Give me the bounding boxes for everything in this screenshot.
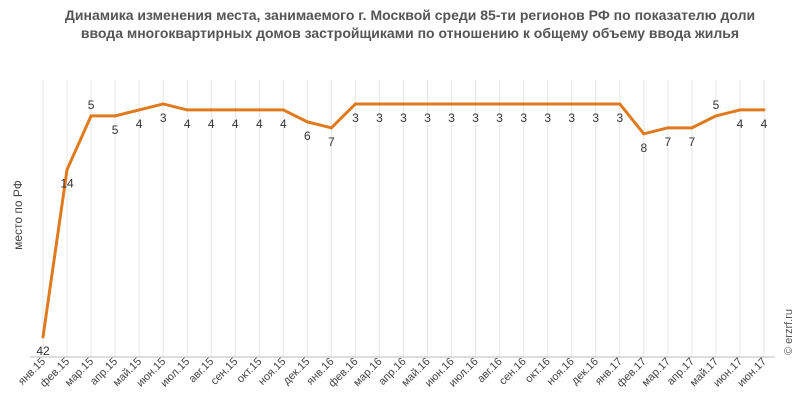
data-point	[209, 108, 213, 112]
data-point	[690, 126, 694, 130]
data-label: 4	[737, 117, 744, 131]
data-label: 3	[448, 111, 455, 125]
data-label: 3	[520, 111, 527, 125]
data-label: 3	[496, 111, 503, 125]
data-point	[426, 102, 430, 106]
data-point	[474, 102, 478, 106]
data-label: 8	[640, 141, 647, 155]
data-label: 4	[184, 117, 191, 131]
data-point	[65, 168, 69, 172]
data-point	[113, 114, 117, 118]
data-point	[377, 102, 381, 106]
chart-title: Динамика изменения места, занимаемого г.…	[64, 7, 756, 41]
data-point	[281, 108, 285, 112]
data-labels: 42 14 5 5 4 3 4 4 4 4 4 6 7 3 3 3 3 3 3 3 3 3 3 3 3 8 7 7 5 4 4	[36, 98, 767, 358]
data-label: 3	[544, 111, 551, 125]
data-label: 4	[232, 117, 239, 131]
data-label: 3	[160, 111, 167, 125]
data-point	[618, 102, 622, 106]
x-tick-labels: янв.15фев.15мар.15апр.15май.15июн.15июл.…	[16, 356, 769, 390]
data-label: 3	[352, 111, 359, 125]
data-label: 4	[208, 117, 215, 131]
data-label: 7	[665, 135, 672, 149]
data-point	[450, 102, 454, 106]
x-tick-label: ноя.15	[256, 356, 288, 388]
data-point	[738, 108, 742, 112]
data-label: 14	[60, 177, 74, 191]
watermark: © erzrf.ru	[783, 309, 795, 355]
data-point	[714, 114, 718, 118]
data-point	[642, 132, 646, 136]
x-tick-label: ноя.16	[545, 356, 577, 388]
data-label: 3	[400, 111, 407, 125]
data-label: 3	[472, 111, 479, 125]
data-point	[498, 102, 502, 106]
y-axis-label: место по РФ	[11, 180, 25, 250]
data-point	[329, 126, 333, 130]
data-point	[594, 102, 598, 106]
data-point	[305, 120, 309, 124]
x-tick-label: сен.16	[497, 356, 529, 388]
data-point	[762, 108, 766, 112]
data-point	[570, 102, 574, 106]
data-label: 4	[256, 117, 263, 131]
data-point	[137, 108, 141, 112]
data-point	[666, 126, 670, 130]
data-point	[233, 108, 237, 112]
data-label: 3	[376, 111, 383, 125]
data-label: 7	[328, 135, 335, 149]
data-label: 6	[304, 129, 311, 143]
data-point	[353, 102, 357, 106]
data-label: 42	[36, 344, 50, 358]
data-point	[185, 108, 189, 112]
data-point	[161, 102, 165, 106]
data-label: 5	[112, 123, 119, 137]
data-label: 5	[713, 98, 720, 112]
x-tick-label: сен.15	[209, 356, 241, 388]
data-label: 4	[761, 117, 768, 131]
data-label: 3	[568, 111, 575, 125]
gridlines	[42, 80, 765, 357]
data-point	[89, 114, 93, 118]
data-label: 5	[88, 98, 95, 112]
data-point	[41, 335, 45, 339]
data-point	[402, 102, 405, 106]
data-point	[257, 108, 261, 112]
data-label: 4	[280, 117, 287, 131]
data-point	[546, 102, 550, 106]
data-label: 3	[424, 111, 431, 125]
data-label: 7	[689, 135, 696, 149]
data-label: 3	[592, 111, 599, 125]
data-label: 4	[136, 117, 143, 131]
data-point	[522, 102, 526, 106]
data-label: 3	[616, 111, 623, 125]
series	[41, 102, 766, 339]
